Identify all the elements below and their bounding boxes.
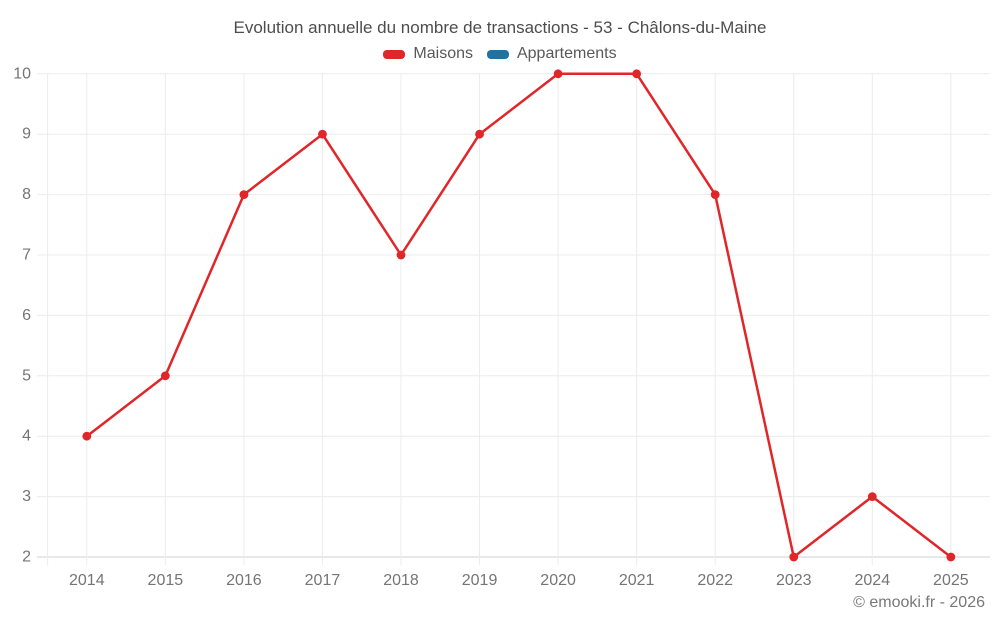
legend-swatch-appartements-icon [486, 49, 509, 59]
legend-label-maisons: Maisons [413, 45, 473, 62]
svg-text:2019: 2019 [462, 572, 498, 589]
svg-text:2016: 2016 [226, 572, 262, 589]
svg-text:5: 5 [22, 367, 31, 384]
svg-text:2021: 2021 [619, 572, 655, 589]
svg-text:2014: 2014 [69, 572, 105, 589]
svg-text:2022: 2022 [697, 572, 733, 589]
svg-text:2023: 2023 [776, 572, 812, 589]
legend-swatch-maisons-icon [383, 49, 406, 59]
svg-text:6: 6 [22, 307, 31, 324]
legend-item-appartements[interactable]: Appartements [486, 45, 617, 63]
svg-text:2020: 2020 [540, 572, 576, 589]
chart-title: Evolution annuelle du nombre de transact… [233, 18, 767, 37]
svg-text:2015: 2015 [148, 572, 184, 589]
svg-text:2024: 2024 [855, 572, 891, 589]
svg-text:7: 7 [22, 247, 31, 264]
svg-text:10: 10 [13, 65, 31, 82]
svg-text:2025: 2025 [933, 572, 969, 589]
svg-text:3: 3 [22, 488, 31, 505]
svg-text:2018: 2018 [383, 572, 419, 589]
legend-item-maisons[interactable]: Maisons [383, 45, 473, 63]
svg-text:8: 8 [22, 186, 31, 203]
chart-legend: Maisons Appartements [0, 45, 1000, 63]
svg-text:2017: 2017 [305, 572, 341, 589]
watermark-credit: © emooki.fr - 2026 [853, 594, 985, 611]
svg-text:2: 2 [22, 549, 31, 566]
svg-text:9: 9 [22, 126, 31, 143]
legend-label-appartements: Appartements [516, 45, 617, 62]
svg-text:4: 4 [22, 428, 31, 445]
